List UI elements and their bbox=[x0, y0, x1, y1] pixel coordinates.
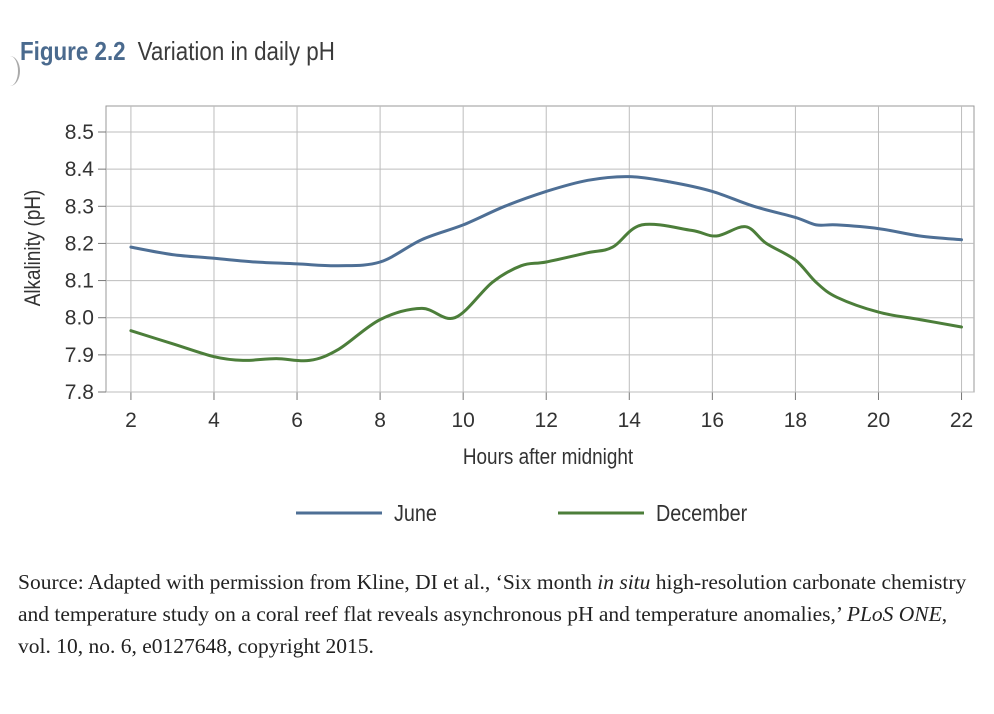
y-tick-label: 8.5 bbox=[65, 121, 94, 144]
x-tick-label: 16 bbox=[701, 409, 724, 432]
y-tick-label: 7.8 bbox=[65, 381, 94, 404]
legend-label-june: June bbox=[394, 501, 437, 527]
x-axis-title: Hours after midnight bbox=[463, 445, 633, 470]
y-tick-labels: 7.8 7.9 8.0 8.1 8.2 8.3 8.4 8.5 bbox=[65, 121, 95, 404]
figure-number: Figure 2.2 bbox=[20, 36, 126, 66]
x-tick-label: 18 bbox=[784, 409, 807, 432]
x-tick-label: 2 bbox=[125, 409, 137, 432]
y-tick-label: 8.3 bbox=[65, 195, 94, 218]
x-tick-label: 14 bbox=[618, 409, 642, 432]
x-tick-label: 20 bbox=[867, 409, 890, 432]
series-line-december bbox=[129, 222, 963, 363]
y-axis-title: Alkalinity (pH) bbox=[21, 190, 46, 307]
x-tick-labels: 2 4 6 8 10 12 14 16 18 20 22 bbox=[125, 409, 973, 432]
page-edge-fragment bbox=[0, 56, 20, 86]
series-lines bbox=[129, 175, 963, 363]
source-text-1: Source: Adapted with permission from Kli… bbox=[18, 570, 598, 594]
y-tick-label: 8.1 bbox=[65, 270, 94, 293]
x-gridlines bbox=[130, 106, 963, 400]
figure-caption: Figure 2.2 Variation in daily pH bbox=[20, 36, 335, 67]
x-tick-label: 4 bbox=[208, 409, 220, 432]
line-chart: 2 4 6 8 10 12 14 16 18 20 22 7.8 7.9 8.0 8.1 8.2 8.3 8.4… bbox=[21, 105, 975, 527]
source-journal: PLoS ONE bbox=[846, 602, 942, 626]
y-tick-label: 8.2 bbox=[65, 232, 94, 255]
source-text-3: , vol. 10, no. 6, e0127648, copyright 20… bbox=[18, 602, 948, 658]
y-gridlines bbox=[98, 131, 974, 393]
source-note: Source: Adapted with permission from Kli… bbox=[18, 566, 978, 662]
y-tick-label: 7.9 bbox=[65, 344, 94, 367]
series-line-june bbox=[129, 175, 963, 268]
x-tick-label: 22 bbox=[950, 409, 973, 432]
source-italic-1: in situ bbox=[597, 570, 651, 594]
plot-area bbox=[105, 105, 975, 393]
figure-title: Variation in daily pH bbox=[137, 36, 335, 66]
x-tick-label: 8 bbox=[374, 409, 386, 432]
y-tick-label: 8.0 bbox=[65, 307, 94, 330]
x-tick-label: 10 bbox=[451, 409, 474, 432]
legend: June December bbox=[296, 501, 747, 527]
x-tick-label: 12 bbox=[535, 409, 558, 432]
source-text-2: high-resolution carbonate chemistry and … bbox=[18, 570, 967, 626]
legend-label-december: December bbox=[656, 501, 747, 527]
y-tick-label: 8.4 bbox=[65, 158, 95, 181]
x-tick-label: 6 bbox=[291, 409, 303, 432]
